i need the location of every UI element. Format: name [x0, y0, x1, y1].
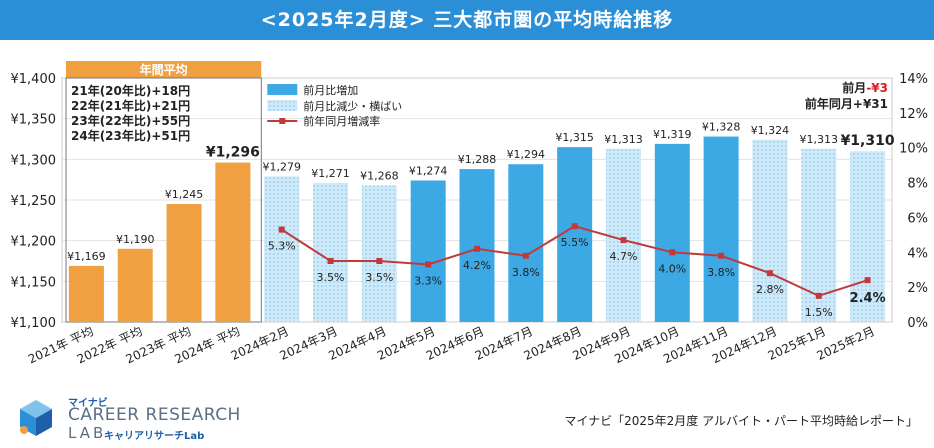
yoy-point: [620, 237, 627, 244]
bar-increase: [459, 169, 495, 322]
logo-brand-text: マイナビ: [68, 398, 108, 409]
yoy-value-label: 4.2%: [463, 259, 491, 272]
y-tick-label: ¥1,350: [11, 113, 57, 128]
title-banner: <2025年2月度> 三大都市圏の平均時給推移: [0, 0, 934, 40]
bar-value-label: ¥1,315: [555, 131, 594, 144]
bar-value-label: ¥1,313: [604, 133, 643, 146]
bar-value-label: ¥1,268: [360, 169, 399, 182]
bar-annual: [215, 162, 251, 322]
yoy-point: [376, 258, 383, 264]
y2-tick-label: 4%: [907, 246, 928, 261]
annual-box-line: 21年(20年比)+18円: [71, 83, 190, 98]
legend-swatch-increase: [267, 84, 298, 95]
cube-logo-icon: [20, 400, 52, 436]
yoy-value-label: 1.5%: [805, 306, 833, 319]
bar-value-label: ¥1,288: [458, 153, 497, 166]
bar-decrease: [264, 176, 300, 322]
bar-value-label: ¥1,310: [841, 133, 895, 149]
source-note: マイナビ「2025年2月度 アルバイト・パート平均時給レポート」: [564, 414, 918, 428]
yoy-point: [766, 270, 773, 277]
yoy-value-label: 5.3%: [268, 240, 296, 253]
chart: 年間平均 21年(20年比)+18円22年(21年比)+21円23年(22年比)+…: [11, 61, 928, 366]
annual-box-line: 24年(23年比)+51円: [71, 128, 190, 143]
yoy-point: [718, 252, 725, 259]
bar-increase: [703, 136, 739, 322]
bar-value-label: ¥1,274: [409, 164, 448, 177]
yoy-value-label: 5.5%: [561, 236, 589, 249]
yoy-point: [669, 249, 676, 256]
bar-value-label: ¥1,245: [165, 188, 204, 201]
yoy-value-label: 3.5%: [317, 271, 345, 284]
bar-increase: [508, 164, 544, 322]
y2-tick-label: 8%: [907, 177, 928, 192]
bar-decrease: [850, 151, 886, 322]
yoy-value-label: 3.8%: [512, 266, 540, 279]
bar-annual: [117, 248, 153, 322]
bar-value-label: ¥1,324: [751, 124, 790, 137]
bar-value-label: ¥1,313: [800, 133, 839, 146]
bar-value-label: ¥1,169: [67, 250, 106, 263]
yoy-annotation: 前年同月+¥31: [805, 96, 888, 111]
y2-tick-label: 2%: [907, 281, 928, 296]
bar-decrease: [361, 185, 397, 322]
annual-box-frame: [65, 77, 262, 323]
y-tick-label: ¥1,300: [11, 153, 57, 168]
logo-main-text: CAREER RESEARCH: [68, 405, 241, 425]
bar-increase: [410, 180, 446, 322]
y2-tick-label: 14%: [899, 72, 928, 87]
yoy-value-label: 2.8%: [756, 283, 784, 296]
y2-tick-label: 0%: [907, 316, 928, 331]
legend-label: 前月比減少・横ばい: [303, 99, 402, 113]
yoy-value-label: 2.4%: [850, 291, 886, 306]
annual-box-title: 年間平均: [140, 62, 188, 77]
logo-lab-text: LAB: [68, 424, 107, 442]
bar-value-label: ¥1,328: [702, 121, 741, 134]
y2-tick-label: 6%: [907, 211, 928, 226]
logo-sub-text: キャリアリサーチLab: [104, 431, 205, 442]
yoy-point: [278, 226, 285, 233]
brand-logo: マイナビ CAREER RESEARCH LAB キャリアリサーチLab: [12, 394, 252, 444]
annual-box-line: 22年(21年比)+21円: [71, 98, 190, 113]
yoy-value-label: 4.7%: [609, 250, 637, 263]
bar-increase: [557, 147, 593, 322]
y2-tick-label: 10%: [899, 142, 928, 157]
yoy-point: [571, 223, 578, 230]
y-tick-label: ¥1,100: [11, 316, 57, 331]
legend-swatch-marker: [279, 118, 286, 124]
annual-box-header: [66, 61, 262, 78]
bar-decrease: [752, 139, 788, 322]
yoy-point: [815, 292, 822, 299]
legend-label: 前年同月増減率: [303, 114, 380, 128]
y-tick-label: ¥1,400: [11, 72, 57, 87]
bar-value-label: ¥1,190: [116, 233, 155, 246]
y-tick-label: ¥1,250: [11, 194, 57, 209]
bar-decrease: [605, 148, 641, 322]
bar-annual: [68, 265, 104, 322]
bar-value-label: ¥1,271: [311, 167, 350, 180]
y-tick-label: ¥1,200: [11, 235, 57, 250]
y-tick-label: ¥1,150: [11, 275, 57, 290]
mom-annotation: 前月-¥3: [842, 80, 888, 95]
yoy-value-label: 3.5%: [365, 271, 393, 284]
yoy-value-label: 4.0%: [658, 262, 686, 275]
legend-label: 前月比増加: [303, 83, 358, 97]
bar-value-label: ¥1,294: [507, 148, 546, 161]
yoy-point: [327, 258, 334, 264]
bar-value-label: ¥1,296: [206, 145, 260, 161]
yoy-point: [425, 261, 432, 268]
yoy-value-label: 3.3%: [414, 274, 442, 287]
bar-value-label: ¥1,279: [262, 160, 301, 173]
legend-swatch-decrease: [267, 100, 298, 111]
chart-title: <2025年2月度> 三大都市圏の平均時給推移: [260, 9, 674, 31]
bar-value-label: ¥1,319: [653, 128, 692, 141]
yoy-value-label: 3.8%: [707, 266, 735, 279]
bar-annual: [166, 204, 202, 322]
yoy-point: [864, 277, 871, 284]
y2-tick-label: 12%: [899, 107, 928, 122]
annual-box-line: 23年(22年比)+55円: [71, 113, 190, 128]
bar-increase: [654, 143, 690, 322]
yoy-point: [474, 245, 480, 252]
yoy-point: [522, 252, 529, 259]
